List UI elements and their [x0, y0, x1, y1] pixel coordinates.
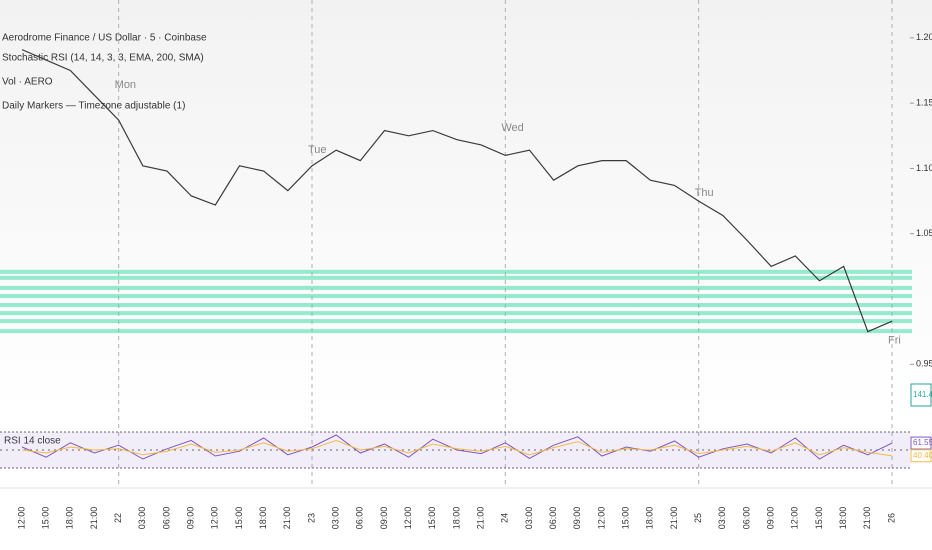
- x-tick-label: 18:00: [258, 507, 268, 530]
- x-tick-label: 23: [306, 513, 316, 523]
- volume-label-box: [910, 383, 932, 407]
- x-tick-label: 15:00: [41, 507, 51, 530]
- x-tick-label: 26: [886, 513, 896, 523]
- x-tick-label: 25: [693, 513, 703, 523]
- x-tick-label: 15:00: [621, 507, 631, 530]
- value-label-box: [910, 449, 932, 463]
- value-label-box: [910, 436, 932, 450]
- value-label: 40.40: [913, 451, 932, 460]
- oscillator-title: RSI 14 close: [4, 436, 61, 447]
- oscillator-line: [21, 434, 893, 460]
- chart-title: Aerodrome Finance / US Dollar · 5 · Coin…: [2, 33, 207, 44]
- day-marker: Wed: [501, 122, 523, 134]
- x-tick-label: 03:00: [331, 507, 341, 530]
- day-marker: Fri: [888, 335, 901, 347]
- x-tick-label: 03:00: [524, 507, 534, 530]
- x-tick-label: 21:00: [282, 507, 292, 530]
- legend-line: Vol · AERO: [2, 77, 53, 88]
- y-tick-label: 1.2000: [916, 32, 932, 42]
- x-tick-label: 18:00: [65, 507, 75, 530]
- x-tick-label: 12:00: [790, 507, 800, 530]
- x-tick-label: 09:00: [572, 507, 582, 530]
- level-line: [0, 275, 912, 280]
- day-marker: Mon: [115, 79, 136, 91]
- x-tick-label: 15:00: [814, 507, 824, 530]
- y-tick-label: 1.1000: [916, 163, 932, 173]
- level-line: [0, 303, 912, 308]
- x-tick-label: 09:00: [379, 507, 389, 530]
- price-pane: [0, 0, 932, 410]
- value-label: 61.55: [913, 438, 932, 447]
- x-tick-label: 21:00: [476, 507, 486, 530]
- x-tick-label: 12:00: [403, 507, 413, 530]
- x-tick-label: 09:00: [766, 507, 776, 530]
- level-line: [0, 269, 912, 274]
- x-tick-label: 12:00: [596, 507, 606, 530]
- x-tick-label: 12:00: [210, 507, 220, 530]
- level-line: [0, 329, 912, 334]
- legend-line: Daily Markers — Timezone adjustable (1): [2, 101, 185, 112]
- day-marker: Thu: [695, 187, 714, 199]
- x-tick-label: 21:00: [89, 507, 99, 530]
- day-marker: Tue: [308, 144, 327, 156]
- price-line: [21, 49, 893, 333]
- level-line: [0, 319, 912, 324]
- x-tick-label: 24: [500, 513, 510, 523]
- x-tick-label: 18:00: [645, 507, 655, 530]
- legend-line: Stochastic RSI (14, 14, 3, 3, EMA, 200, …: [2, 53, 204, 64]
- oscillator-line: [21, 439, 893, 457]
- x-tick-label: 03:00: [717, 507, 727, 530]
- x-tick-label: 06:00: [355, 507, 365, 530]
- x-tick-label: 03:00: [137, 507, 147, 530]
- y-tick-label: 1.1500: [916, 98, 932, 108]
- x-tick-label: 22: [113, 513, 123, 523]
- x-tick-label: 15:00: [427, 507, 437, 530]
- y-tick-label: 0.9500: [916, 359, 932, 369]
- x-tick-label: 21:00: [862, 507, 872, 530]
- level-line: [0, 311, 912, 316]
- level-line: [0, 285, 912, 290]
- y-tick-label: 1.0500: [916, 228, 932, 238]
- x-tick-label: 21:00: [669, 507, 679, 530]
- x-tick-label: 12:00: [16, 507, 26, 530]
- x-tick-label: 18:00: [451, 507, 461, 530]
- x-tick-label: 15:00: [234, 507, 244, 530]
- level-line: [0, 294, 912, 299]
- x-tick-label: 09:00: [186, 507, 196, 530]
- x-tick-label: 18:00: [838, 507, 848, 530]
- volume-label: 141.44K: [913, 390, 932, 399]
- x-tick-label: 06:00: [741, 507, 751, 530]
- x-tick-label: 06:00: [548, 507, 558, 530]
- x-tick-label: 06:00: [161, 507, 171, 530]
